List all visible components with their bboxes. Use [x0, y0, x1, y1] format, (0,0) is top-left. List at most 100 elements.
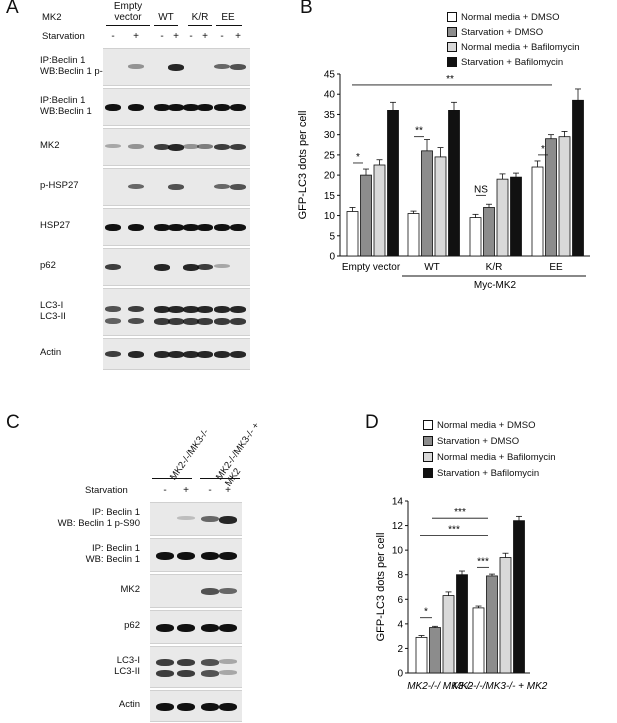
- blot-band: [214, 144, 230, 151]
- y-tick-label: 30: [324, 130, 336, 141]
- y-tick-label: 0: [329, 252, 335, 263]
- blot-a-strip: [103, 128, 250, 166]
- bar: [469, 217, 482, 257]
- blot-band: [168, 184, 184, 190]
- y-axis-label: GFP-LC3 dots per cell: [297, 111, 309, 220]
- lane-sign: +: [202, 31, 208, 42]
- x-tick-label: K/R: [486, 262, 503, 273]
- blot-band: [154, 264, 170, 271]
- legend-item: Starvation + DMSO: [423, 434, 556, 450]
- legend-label: Normal media + DMSO: [461, 12, 560, 23]
- blot-a-row-label: IP:Beclin 1 WB:Beclin 1: [40, 95, 92, 117]
- blot-c-row-label: LC3-I LC3-II: [114, 655, 140, 677]
- blot-band: [105, 264, 121, 271]
- blot-band: [177, 552, 195, 560]
- blot-band: [197, 224, 213, 231]
- blot-band: [177, 624, 195, 632]
- lane-sign: +: [225, 485, 231, 496]
- blot-band: [183, 318, 199, 325]
- blot-c-strip: [150, 502, 242, 536]
- blot-a-group-underline: [106, 25, 150, 26]
- y-tick-label: 0: [397, 669, 403, 680]
- lane-sign: -: [160, 31, 164, 42]
- lane-sign: -: [111, 31, 115, 42]
- blot-band: [230, 224, 246, 231]
- x-tick-label: WT: [424, 262, 440, 273]
- blot-band: [154, 306, 170, 313]
- blot-c-row-label: MK2: [120, 584, 140, 595]
- blot-band: [156, 659, 174, 666]
- blot-band: [214, 306, 230, 313]
- chart-d: 0 2 4 6 8 10 12 14 GFP-LC3 dots per cell MK2-/-/ …: [375, 497, 548, 693]
- significance-mark: **: [415, 126, 423, 137]
- bar: [434, 156, 447, 257]
- y-tick-label: 25: [324, 150, 336, 161]
- blot-band: [183, 144, 199, 149]
- blot-a-strip: [103, 88, 250, 126]
- blot-band: [128, 318, 144, 325]
- legend-item: Normal media + Bafilomycin: [423, 450, 556, 466]
- blot-band: [197, 306, 213, 313]
- x-tick-label: Empty vector: [342, 262, 401, 273]
- blot-c-row-label: IP: Beclin 1 WB: Beclin 1 p-S90: [57, 507, 140, 529]
- blot-band: [168, 104, 184, 111]
- y-tick-label: 5: [329, 231, 335, 242]
- legend-swatch: [423, 452, 433, 463]
- blot-a-row-label: MK2: [40, 140, 60, 151]
- blot-band: [201, 516, 219, 522]
- blot-a-strip: [103, 168, 250, 206]
- blot-a-group-ee: EE: [221, 12, 235, 23]
- legend-swatch: [423, 420, 433, 431]
- blot-band: [197, 104, 213, 111]
- blot-a-row-label: p62: [40, 260, 56, 271]
- blot-band: [183, 264, 199, 271]
- bar: [421, 150, 433, 257]
- legend-item: Normal media + DMSO: [423, 418, 556, 434]
- bar: [456, 574, 468, 674]
- blot-band: [105, 104, 121, 111]
- blot-band: [105, 224, 121, 231]
- panel-a-letter: A: [6, 0, 19, 18]
- blot-band: [201, 588, 219, 595]
- significance-mark: ***: [477, 556, 489, 567]
- significance-mark: *: [541, 144, 545, 155]
- blot-a-group-underline: [216, 25, 242, 26]
- blot-c-strip: [150, 646, 242, 688]
- lane-sign: +: [173, 31, 179, 42]
- bar: [531, 166, 544, 257]
- blot-band: [168, 306, 184, 313]
- blot-c-row-starvation-label: Starvation: [85, 485, 128, 496]
- panel-c-letter: C: [6, 412, 20, 433]
- legend-label: Starvation + DMSO: [461, 27, 544, 38]
- blot-band: [177, 659, 195, 666]
- blot-a-strip: [103, 48, 250, 86]
- bar: [472, 607, 485, 674]
- legend-swatch: [447, 27, 457, 38]
- significance-mark: **: [446, 74, 454, 85]
- y-tick-label: 8: [397, 570, 403, 581]
- blot-a-group-wt: WT: [158, 12, 174, 23]
- y-axis-label: GFP-LC3 dots per cell: [375, 533, 387, 642]
- panel-b-letter: B: [300, 0, 313, 18]
- blot-c-row-label: Actin: [118, 699, 140, 710]
- blot-band: [168, 224, 184, 231]
- y-tick-label: 4: [397, 619, 403, 630]
- lane-sign: +: [235, 31, 241, 42]
- blot-a-strip: [103, 338, 250, 370]
- blot-c-strip: [150, 574, 242, 608]
- blot-band: [156, 624, 174, 632]
- blot-a-row-label: HSP27: [40, 220, 71, 231]
- y-tick-label: 14: [392, 497, 404, 508]
- blot-band: [154, 144, 170, 151]
- bar: [415, 636, 428, 674]
- legend-swatch: [423, 468, 433, 479]
- legend-label: Starvation + Bafilomycin: [461, 57, 564, 68]
- blot-band: [128, 144, 144, 149]
- blot-band: [183, 104, 199, 111]
- blot-c-strip: [150, 538, 242, 572]
- legend-swatch: [423, 436, 433, 447]
- blot-band: [177, 670, 195, 677]
- legend-label: Normal media + DMSO: [437, 420, 536, 431]
- blot-band: [105, 306, 121, 312]
- bar: [346, 211, 359, 257]
